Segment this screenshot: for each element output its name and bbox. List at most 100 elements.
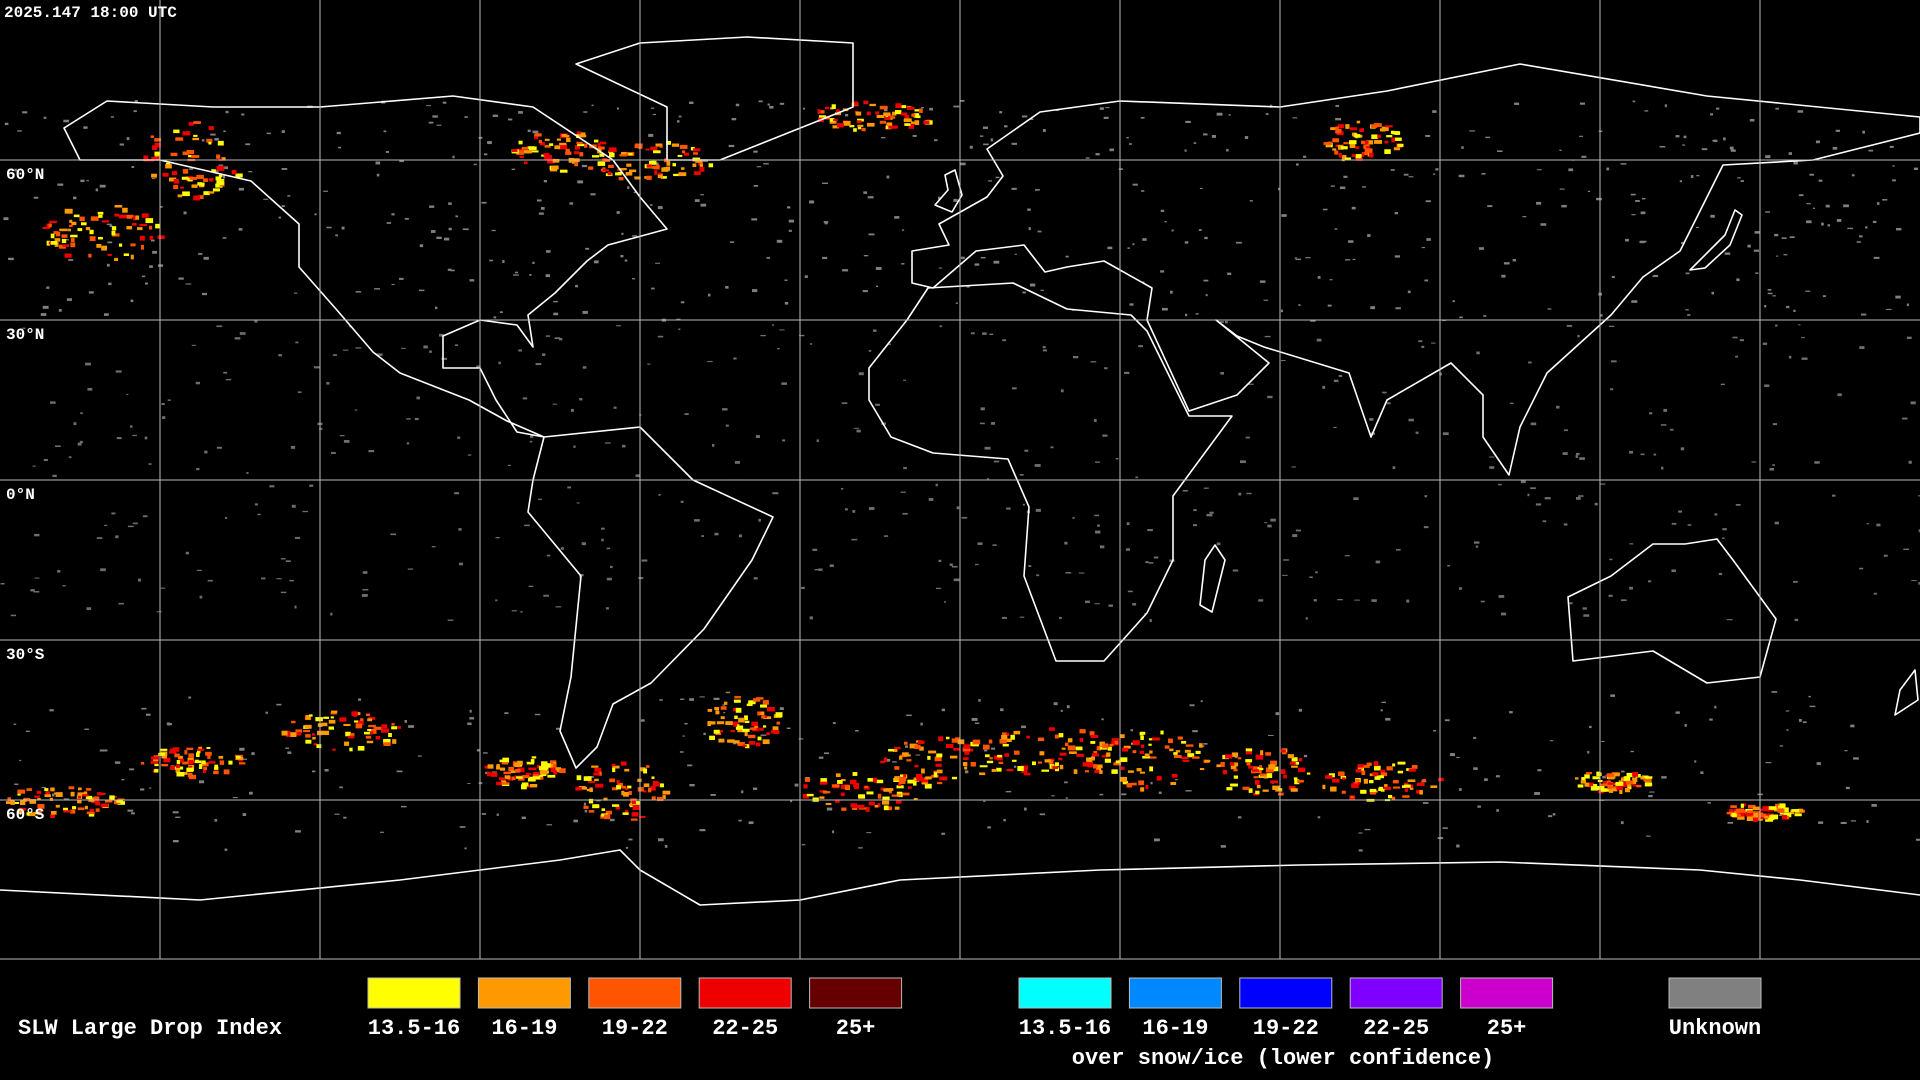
- drop-pixel: [559, 144, 568, 150]
- cloud-pixel: [1408, 418, 1414, 422]
- cloud-pixel: [1193, 509, 1197, 512]
- cloud-pixel: [166, 722, 171, 726]
- cloud-pixel: [1102, 434, 1108, 437]
- cloud-pixel: [1352, 258, 1356, 261]
- cloud-pixel: [1097, 524, 1100, 527]
- drop-pixel: [1363, 778, 1368, 784]
- drop-pixel: [1270, 760, 1278, 766]
- drop-pixel: [746, 703, 753, 707]
- cloud-pixel: [178, 277, 184, 280]
- drop-pixel: [599, 153, 605, 157]
- cloud-pixel: [204, 450, 208, 454]
- drop-pixel: [1419, 790, 1423, 795]
- drop-pixel: [360, 718, 364, 722]
- cloud-pixel: [1424, 279, 1429, 282]
- cloud-pixel: [133, 110, 137, 113]
- cloud-pixel: [990, 138, 993, 142]
- cloud-pixel: [1090, 361, 1097, 363]
- cloud-pixel: [579, 398, 583, 401]
- cloud-pixel: [627, 186, 630, 190]
- drop-pixel: [888, 116, 896, 119]
- drop-pixel: [908, 123, 915, 129]
- cloud-pixel: [579, 573, 584, 577]
- cloud-pixel: [1019, 616, 1025, 618]
- cloud-pixel: [73, 196, 77, 200]
- cloud-pixel: [17, 130, 22, 132]
- drop-pixel: [651, 776, 655, 779]
- drop-pixel: [1160, 730, 1164, 735]
- cloud-pixel: [594, 260, 599, 264]
- cloud-pixel: [1345, 259, 1351, 261]
- drop-pixel: [356, 720, 364, 726]
- drop-pixel: [928, 750, 937, 754]
- drop-pixel: [1769, 815, 1775, 821]
- drop-pixel: [894, 776, 901, 781]
- cloud-pixel: [755, 435, 760, 438]
- legend: 13.5-16 16-19 19-22 22-25 25+ 13.5-16 16-19 19-…: [367, 977, 1762, 1041]
- drop-pixel: [1067, 738, 1073, 743]
- drop-pixel: [720, 716, 725, 720]
- cloud-pixel: [254, 320, 258, 323]
- cloud-pixel: [1594, 502, 1598, 506]
- legend-swatch: [1349, 977, 1443, 1009]
- cloud-pixel: [872, 329, 877, 332]
- cloud-pixel: [1797, 324, 1801, 326]
- drop-pixel: [671, 143, 680, 147]
- cloud-pixel: [1200, 700, 1203, 703]
- cloud-pixel: [1610, 694, 1616, 697]
- drop-pixel: [1363, 764, 1370, 768]
- drop-pixel: [118, 243, 123, 247]
- cloud-pixel: [1193, 524, 1197, 527]
- drop-pixel: [1067, 745, 1076, 751]
- drop-pixel: [1242, 786, 1250, 790]
- cloud-pixel: [1021, 115, 1028, 118]
- drop-pixel: [894, 806, 900, 810]
- drop-pixel: [381, 729, 389, 732]
- cloud-pixel: [295, 830, 301, 833]
- cloud-pixel: [1579, 102, 1586, 105]
- cloud-pixel: [376, 173, 380, 177]
- cloud-pixel: [115, 370, 122, 373]
- cloud-pixel: [1837, 393, 1842, 397]
- drop-pixel: [1596, 772, 1602, 777]
- cloud-pixel: [457, 436, 461, 439]
- drop-pixel: [645, 148, 650, 151]
- drop-pixel: [849, 779, 857, 785]
- drop-pixel: [896, 793, 902, 797]
- cloud-pixel: [684, 413, 689, 416]
- drop-pixel: [1600, 783, 1608, 787]
- cloud-pixel: [1232, 569, 1239, 572]
- drop-pixel: [733, 699, 741, 703]
- drop-pixel: [527, 776, 536, 782]
- drop-pixel: [70, 234, 78, 238]
- cloud-pixel: [295, 341, 299, 344]
- cloud-pixel: [341, 226, 345, 230]
- cloud-pixel: [222, 237, 227, 239]
- cloud-pixel: [1333, 426, 1337, 428]
- cloud-pixel: [1806, 203, 1811, 205]
- legend-swatch: [1239, 977, 1333, 1009]
- drop-pixel: [1041, 769, 1050, 772]
- drop-pixel: [1404, 788, 1409, 792]
- drop-pixel: [186, 747, 194, 750]
- cloud-pixel: [1059, 616, 1062, 619]
- drop-pixel: [1048, 727, 1055, 731]
- drop-pixel: [367, 718, 373, 722]
- drop-pixel: [195, 759, 199, 763]
- cloud-pixel: [1859, 235, 1863, 238]
- cloud-pixel: [1649, 791, 1655, 793]
- drop-pixel: [1111, 738, 1119, 741]
- cloud-pixel: [1335, 105, 1340, 107]
- cloud-pixel: [189, 168, 193, 170]
- drop-pixel: [873, 777, 877, 783]
- cloud-pixel: [1851, 174, 1855, 177]
- cloud-pixel: [1433, 730, 1436, 732]
- cloud-pixel: [111, 512, 116, 515]
- cloud-pixel: [469, 279, 475, 282]
- cloud-pixel: [507, 464, 511, 467]
- cloud-pixel: [651, 107, 655, 109]
- drop-pixel: [1791, 809, 1800, 812]
- drop-pixel: [1012, 759, 1017, 762]
- cloud-pixel: [1918, 582, 1920, 585]
- legend-swatch: [588, 977, 682, 1009]
